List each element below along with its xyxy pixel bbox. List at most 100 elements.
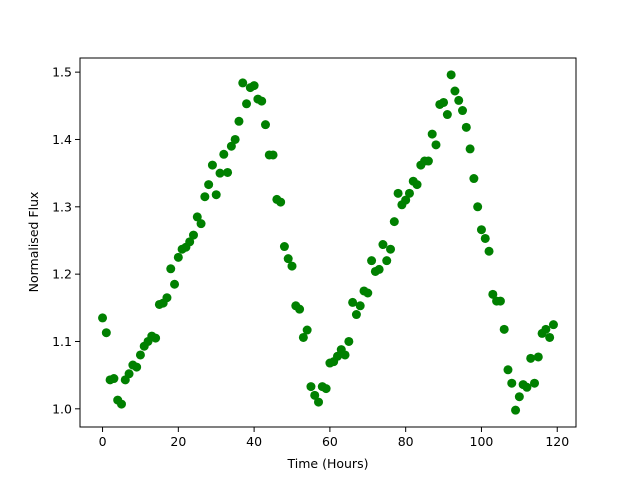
point	[404, 188, 414, 198]
point	[215, 168, 225, 178]
point	[219, 149, 229, 159]
point	[423, 156, 433, 166]
point	[526, 353, 536, 363]
point	[200, 192, 210, 202]
y-axis-label: Normalised Flux	[26, 192, 41, 293]
point	[511, 405, 521, 415]
point	[442, 110, 452, 120]
y-tick-label: 1.1	[52, 334, 72, 349]
point	[363, 288, 373, 298]
point	[283, 254, 293, 264]
point	[348, 297, 358, 307]
point	[382, 256, 392, 266]
point	[412, 180, 422, 190]
x-tick-label: 120	[545, 434, 569, 449]
point	[279, 242, 289, 252]
y-tick-label: 1.3	[52, 199, 72, 214]
point	[530, 378, 540, 388]
point	[431, 140, 441, 150]
y-tick-label: 1.0	[52, 401, 72, 416]
point	[170, 279, 180, 289]
point	[367, 256, 377, 266]
point	[401, 195, 411, 205]
y-tick-label: 1.4	[52, 132, 72, 147]
point	[302, 325, 312, 335]
point	[514, 392, 524, 402]
point	[310, 390, 320, 400]
point	[393, 188, 403, 198]
y-tick-label: 1.5	[52, 65, 72, 80]
point	[109, 374, 119, 384]
point	[268, 150, 278, 160]
point	[298, 332, 308, 342]
point	[378, 240, 388, 250]
point	[207, 160, 217, 170]
point	[306, 382, 316, 392]
point	[469, 174, 479, 184]
point	[98, 313, 108, 323]
point	[332, 351, 342, 361]
point	[162, 293, 172, 303]
point	[238, 78, 248, 88]
point	[480, 233, 490, 243]
point	[450, 86, 460, 96]
point	[173, 252, 183, 262]
point	[234, 116, 244, 126]
point	[188, 230, 198, 240]
x-tick-label: 60	[322, 434, 338, 449]
point	[340, 350, 350, 360]
point	[204, 180, 214, 190]
point	[192, 212, 202, 222]
point	[446, 70, 456, 80]
point	[533, 352, 543, 362]
point	[135, 350, 145, 360]
point	[196, 219, 206, 229]
point	[507, 378, 517, 388]
x-tick-label: 40	[246, 434, 262, 449]
point	[454, 95, 464, 105]
point	[260, 120, 270, 130]
point	[495, 296, 505, 306]
point	[287, 261, 297, 271]
point	[242, 99, 252, 109]
point	[548, 320, 558, 330]
point	[344, 336, 354, 346]
point	[503, 365, 513, 375]
plot-frame	[79, 57, 577, 428]
point	[355, 301, 365, 311]
point	[101, 328, 111, 338]
point	[427, 129, 437, 139]
x-tick-label: 100	[470, 434, 494, 449]
point	[211, 190, 221, 200]
point	[226, 141, 236, 151]
x-tick-label: 0	[99, 434, 107, 449]
point	[321, 384, 331, 394]
point	[314, 397, 324, 407]
point	[541, 324, 551, 334]
point	[249, 81, 259, 91]
point	[488, 289, 498, 299]
point	[116, 399, 126, 409]
point	[484, 246, 494, 256]
point	[499, 324, 509, 334]
point	[151, 333, 161, 343]
point	[223, 167, 233, 177]
point	[476, 225, 486, 235]
point	[132, 362, 142, 372]
point	[230, 134, 240, 144]
point	[465, 144, 475, 154]
point	[276, 197, 286, 207]
point	[545, 332, 555, 342]
point	[351, 310, 361, 320]
point	[124, 369, 134, 379]
point	[458, 106, 468, 116]
point	[461, 122, 471, 132]
point	[295, 304, 305, 314]
point	[374, 264, 384, 274]
x-tick-label: 80	[398, 434, 414, 449]
point	[473, 202, 483, 212]
point	[389, 217, 399, 227]
x-tick-label: 20	[170, 434, 186, 449]
point	[439, 97, 449, 107]
